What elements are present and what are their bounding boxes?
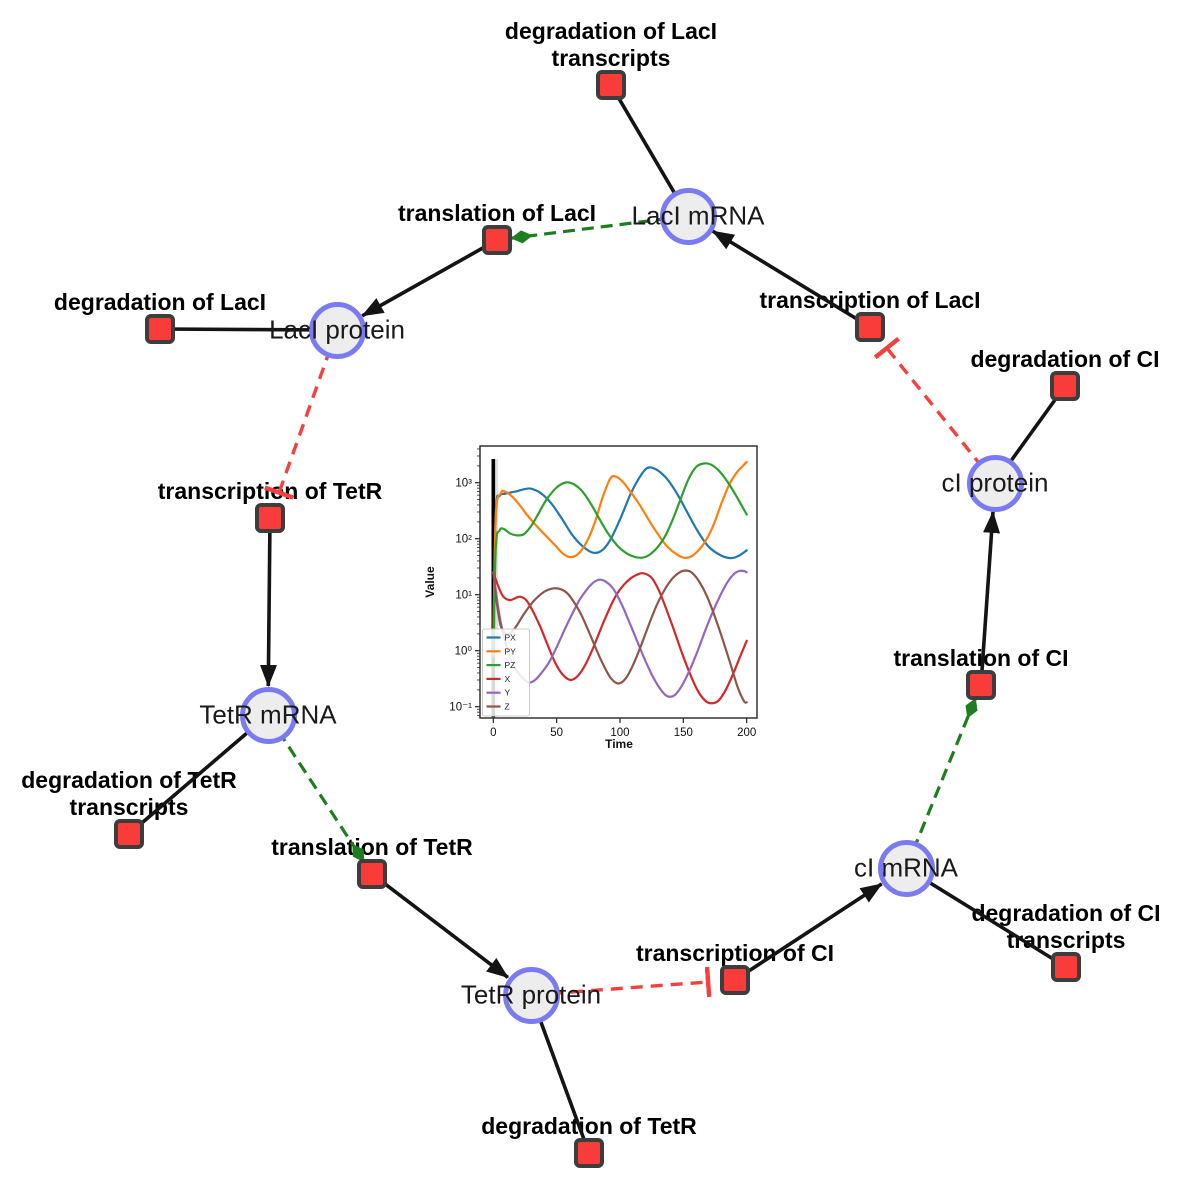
x-tick-label: 150 bbox=[674, 727, 693, 739]
edge-tl-ci-ci-protein bbox=[979, 510, 1001, 686]
reaction-label-deg-ci: degradation of CI bbox=[970, 346, 1160, 372]
edge-tc-ci-ci-mrna bbox=[734, 882, 883, 982]
x-tick-label: 50 bbox=[550, 727, 563, 739]
reaction-node-tl-laci[interactable] bbox=[482, 225, 512, 255]
edge-tl-laci-laci-protein bbox=[361, 238, 498, 318]
x-tick-label: 200 bbox=[737, 727, 756, 739]
reaction-node-deg-tetr[interactable] bbox=[574, 1138, 604, 1168]
timecourse-plot: 0 50 100 150 200 10⁻¹ 10⁰ 10¹ 10² 10³ Time Value PX P… bbox=[408, 428, 780, 772]
legend-label-Z: Z bbox=[505, 702, 510, 712]
reaction-label-tl-tetr: translation of TetR bbox=[271, 834, 473, 860]
y-tick-label: 10¹ bbox=[455, 590, 472, 602]
legend-label-Y: Y bbox=[505, 688, 511, 698]
species-node-tetr-protein[interactable] bbox=[502, 966, 560, 1024]
edge-ci-mrna-tl-ci bbox=[904, 697, 978, 869]
species-label-laci-protein: LacI protein bbox=[269, 314, 405, 345]
y-axis-label: Value bbox=[423, 566, 437, 598]
reaction-label-tc-laci: transcription of LacI bbox=[759, 287, 981, 313]
reaction-node-deg-laci-tx[interactable] bbox=[596, 70, 626, 100]
reaction-node-tl-ci[interactable] bbox=[966, 670, 996, 700]
reaction-node-tc-ci[interactable] bbox=[720, 965, 750, 995]
legend-label-X: X bbox=[505, 674, 511, 684]
chart-legend: PX PY PZ XYZ bbox=[482, 628, 530, 717]
series-line-PX bbox=[492, 466, 748, 648]
species-label-tetr-protein: TetR protein bbox=[460, 979, 602, 1010]
legend-label-PZ: PZ bbox=[505, 660, 516, 670]
x-axis-label: Time bbox=[605, 737, 633, 751]
edge-ci-mrna-deg-ci-tx bbox=[905, 866, 1067, 969]
reaction-node-deg-laci[interactable] bbox=[145, 314, 175, 344]
reaction-label-deg-laci: degradation of LacI bbox=[53, 289, 267, 315]
species-label-ci-protein: cI protein bbox=[941, 467, 1049, 498]
x-tick-label: 0 bbox=[490, 727, 496, 739]
series-line-PZ bbox=[492, 462, 748, 658]
reaction-node-deg-ci[interactable] bbox=[1050, 371, 1080, 401]
series-line-Z bbox=[492, 569, 748, 704]
x-tick-label: 100 bbox=[610, 727, 629, 739]
edge-tl-tetr-tetr-protein bbox=[370, 872, 510, 979]
reaction-label-tl-ci: translation of CI bbox=[893, 645, 1069, 671]
reaction-label-tl-laci: translation of LacI bbox=[397, 200, 597, 226]
species-label-tetr-mrna: TetR mRNA bbox=[199, 699, 337, 730]
species-node-laci-mrna[interactable] bbox=[659, 187, 717, 245]
reaction-node-tc-laci[interactable] bbox=[855, 312, 885, 342]
edge-tc-laci-laci-mrna bbox=[711, 229, 871, 329]
series-line-PY bbox=[492, 460, 748, 648]
y-tick-label: 10³ bbox=[455, 478, 472, 490]
species-label-laci-mrna: LacI mRNA bbox=[631, 200, 765, 231]
reaction-node-deg-tetr-tx[interactable] bbox=[114, 819, 144, 849]
reaction-node-tc-tetr[interactable] bbox=[255, 503, 285, 533]
edge-tetr-mrna-deg-tetr-tx bbox=[127, 713, 270, 836]
legend-label-PY: PY bbox=[505, 646, 517, 656]
reaction-node-tl-tetr[interactable] bbox=[357, 859, 387, 889]
y-tick-label: 10⁻¹ bbox=[449, 702, 472, 714]
reaction-label-deg-tetr: degradation of TetR bbox=[481, 1113, 697, 1139]
edge-tetr-protein-tc-ci bbox=[530, 982, 708, 995]
species-node-tetr-mrna[interactable] bbox=[239, 686, 297, 744]
edge-laci-protein-deg-laci bbox=[159, 327, 338, 332]
reaction-node-deg-ci-tx[interactable] bbox=[1051, 952, 1081, 982]
species-node-laci-protein[interactable] bbox=[308, 301, 366, 359]
edge-laci-mrna-tl-laci bbox=[510, 214, 689, 244]
species-label-ci-mrna: cI mRNA bbox=[854, 852, 958, 883]
legend-label-PX: PX bbox=[505, 633, 517, 643]
y-tick-label: 10⁰ bbox=[455, 646, 473, 658]
species-node-ci-mrna[interactable] bbox=[877, 839, 935, 897]
edge-tc-tetr-tetr-mrna bbox=[260, 517, 278, 688]
reaction-label-deg-laci-tx: degradation of LacI transcripts bbox=[504, 18, 718, 71]
species-node-ci-protein[interactable] bbox=[966, 454, 1024, 512]
y-tick-label: 10² bbox=[455, 534, 472, 546]
reaction-label-tc-ci: transcription of CI bbox=[635, 940, 835, 966]
